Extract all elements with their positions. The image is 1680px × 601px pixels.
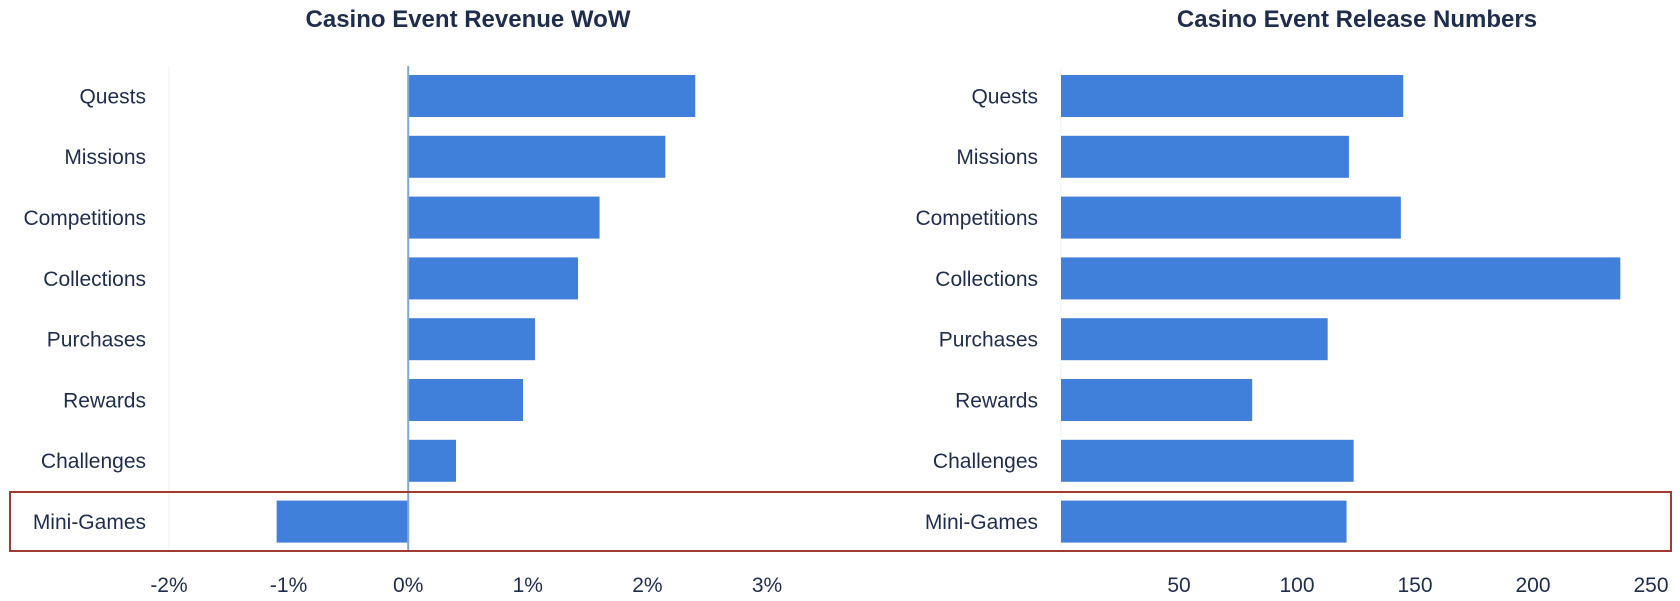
- release-category-label-missions: Missions: [956, 146, 1038, 169]
- revenue-category-label-quests: Quests: [79, 85, 146, 108]
- release-bar-challenges: [1061, 439, 1354, 482]
- revenue-bar-challenges: [408, 439, 457, 482]
- revenue-x-tick-label: 3%: [752, 574, 782, 597]
- revenue-bar-missions: [408, 135, 666, 178]
- revenue-category-label-competitions: Competitions: [23, 207, 146, 230]
- release-bar-collections: [1061, 257, 1621, 300]
- release-x-tick-label: 250: [1633, 574, 1668, 597]
- revenue-bar-mini-games: [276, 500, 409, 543]
- right-chart-release-numbers: Quests Missions Competitions Collections Pur…: [915, 66, 1669, 597]
- revenue-bar-collections: [408, 257, 579, 300]
- release-bar-mini-games: [1061, 500, 1347, 543]
- right-chart-title: Casino Event Release Numbers: [1177, 6, 1537, 33]
- revenue-category-label-mini-games: Mini-Games: [33, 511, 146, 534]
- revenue-bar-quests: [408, 75, 696, 117]
- release-bar-quests: [1061, 75, 1404, 117]
- release-category-label-competitions: Competitions: [915, 207, 1038, 230]
- release-bar-purchases: [1061, 318, 1328, 361]
- revenue-category-label-rewards: Rewards: [63, 389, 146, 412]
- revenue-category-label-collections: Collections: [43, 268, 146, 291]
- release-category-label-quests: Quests: [971, 85, 1038, 108]
- release-bar-competitions: [1061, 196, 1401, 239]
- release-category-label-rewards: Rewards: [955, 389, 1038, 412]
- revenue-bar-competitions: [408, 196, 600, 239]
- release-category-label-collections: Collections: [935, 268, 1038, 291]
- revenue-bar-rewards: [408, 379, 524, 421]
- release-category-label-purchases: Purchases: [939, 329, 1038, 352]
- release-category-label-mini-games: Mini-Games: [925, 511, 1038, 534]
- revenue-category-label-missions: Missions: [64, 146, 146, 169]
- release-x-tick-label: 150: [1397, 574, 1432, 597]
- left-chart-title: Casino Event Revenue WoW: [306, 6, 631, 33]
- release-x-tick-label: 50: [1167, 574, 1190, 597]
- revenue-x-tick-label: 1%: [513, 574, 543, 597]
- release-bar-rewards: [1061, 379, 1253, 421]
- revenue-x-tick-label: -1%: [270, 574, 307, 597]
- revenue-x-tick-label: 2%: [632, 574, 662, 597]
- revenue-x-tick-label: -2%: [150, 574, 187, 597]
- release-bar-missions: [1061, 135, 1349, 178]
- revenue-category-label-challenges: Challenges: [41, 450, 146, 473]
- release-category-label-challenges: Challenges: [933, 450, 1038, 473]
- revenue-bar-purchases: [408, 318, 535, 361]
- revenue-category-label-purchases: Purchases: [47, 329, 146, 352]
- left-chart-revenue-wow: Quests Missions Competitions Collections Pur…: [23, 66, 782, 597]
- release-x-tick-label: 100: [1279, 574, 1314, 597]
- highlight-box-mini-games: [9, 491, 1672, 552]
- release-x-tick-label: 200: [1515, 574, 1550, 597]
- revenue-x-tick-label: 0%: [393, 574, 423, 597]
